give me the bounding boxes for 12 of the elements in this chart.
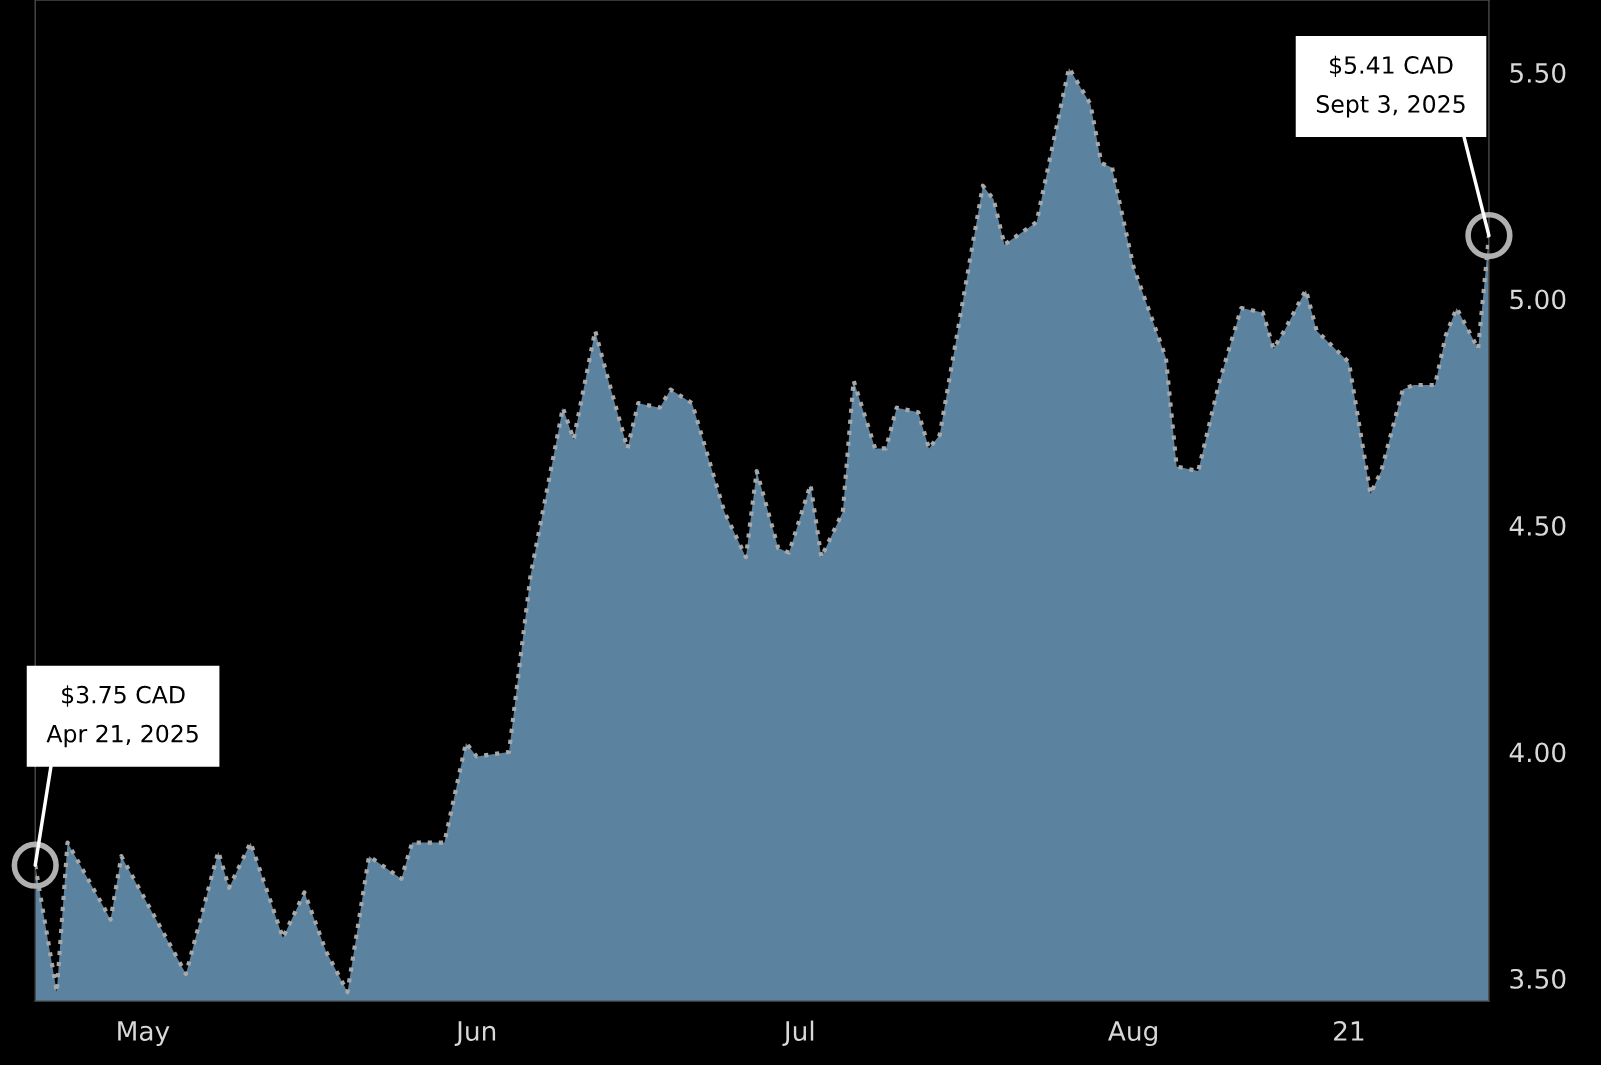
- y-tick-label: 4.50: [1509, 515, 1566, 536]
- y-tick-label: 5.00: [1510, 289, 1566, 310]
- x-tick-label: Jun: [454, 1021, 496, 1046]
- x-tick-label: Aug: [1108, 1021, 1157, 1047]
- y-tick-label: 3.50: [1510, 968, 1566, 989]
- x-tick-label: May: [118, 1021, 170, 1047]
- y-tick-label: 5.50: [1510, 62, 1566, 83]
- annotation: $3.75 CAD Apr 21, 2025: [46, 685, 198, 748]
- x-tick-label: 21: [1334, 1021, 1364, 1041]
- x-tick-label: Jul: [782, 1020, 814, 1046]
- annotation: $5.41 CAD Sept 3, 2025: [1316, 55, 1465, 118]
- y-tick-label: 4.00: [1509, 742, 1566, 763]
